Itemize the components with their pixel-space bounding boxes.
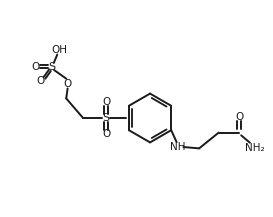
Text: O: O	[64, 79, 72, 89]
Text: S: S	[48, 62, 55, 72]
Text: NH: NH	[170, 142, 186, 152]
Text: OH: OH	[52, 45, 67, 56]
Text: O: O	[235, 112, 243, 122]
Text: O: O	[102, 129, 110, 139]
Text: S: S	[103, 113, 110, 123]
Text: O: O	[102, 97, 110, 107]
Text: NH₂: NH₂	[245, 143, 265, 153]
Text: O: O	[31, 62, 40, 72]
Text: O: O	[36, 76, 44, 86]
